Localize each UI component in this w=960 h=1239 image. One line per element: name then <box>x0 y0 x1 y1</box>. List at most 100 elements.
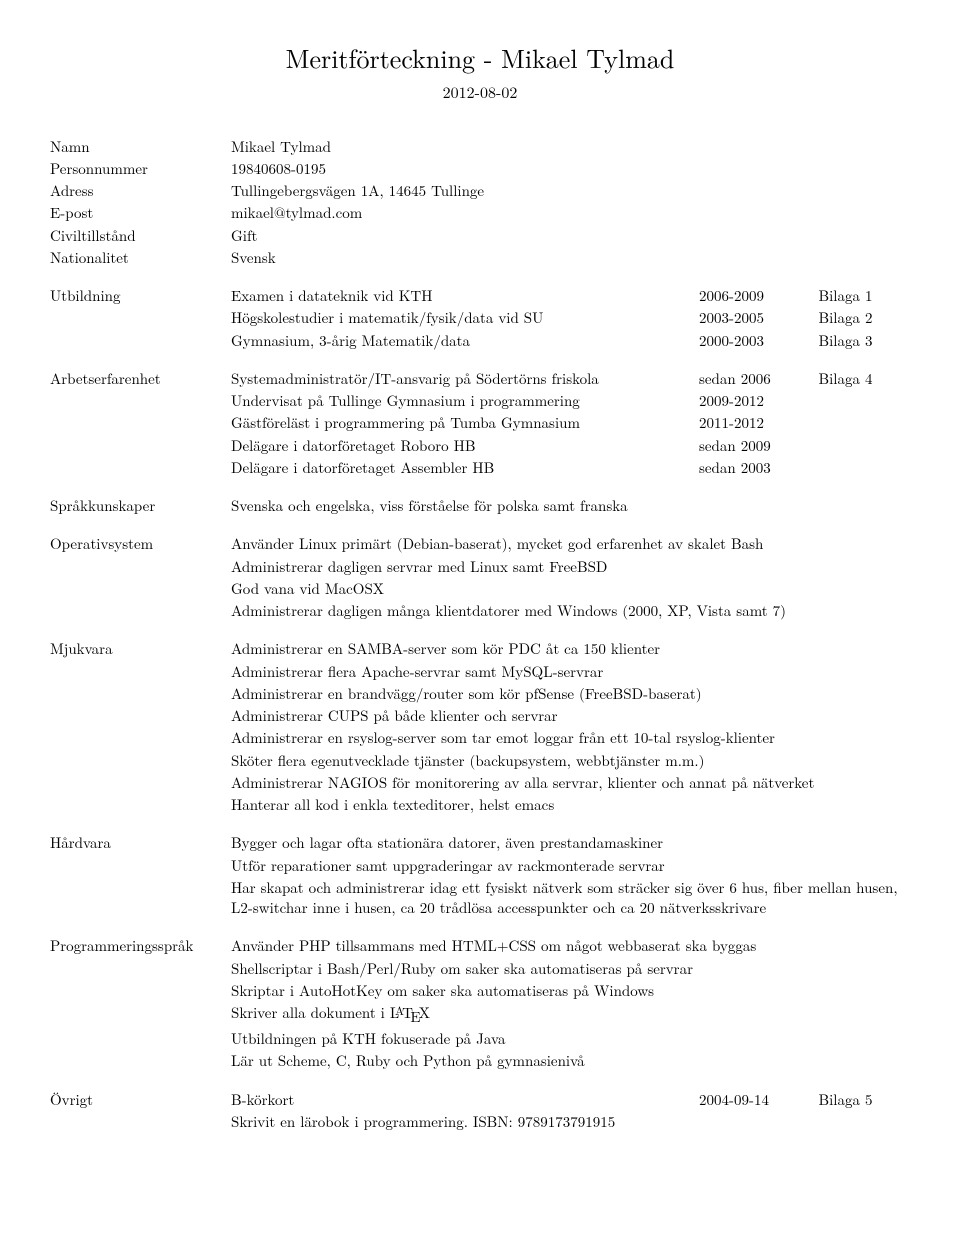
label-work: Arbetserfarenhet <box>50 353 231 391</box>
row-sw-3: Administrerar CUPS på både klienter och … <box>50 706 910 728</box>
row-sw-0: Mjukvara Administrerar en SAMBA-server s… <box>50 623 910 661</box>
label-other: Övrigt <box>50 1074 231 1112</box>
edu-when-2: 2000-2003 <box>699 331 819 353</box>
other-when: 2004-09-14 <box>699 1074 819 1112</box>
prog-line-2: Skriptar i AutoHotKey om saker ska autom… <box>231 981 910 1003</box>
hw-line-0: Bygger och lagar ofta stationära datorer… <box>231 817 910 855</box>
row-sw-1: Administrerar flera Apache-servrar samt … <box>50 662 910 684</box>
row-edu-2: Gymnasium, 3-årig Matematik/data 2000-20… <box>50 331 910 353</box>
work-desc-1: Undervisat på Tullinge Gymnasium i progr… <box>231 391 699 413</box>
work-att-2 <box>818 413 910 435</box>
value-pnr: 19840608-0195 <box>231 159 910 181</box>
row-sw-6: Administrerar NAGIOS för monitorering av… <box>50 773 910 795</box>
work-desc-2: Gästföreläst i programmering på Tumba Gy… <box>231 413 699 435</box>
label-prog: Programmeringsspråk <box>50 920 231 958</box>
other-att: Bilaga 5 <box>818 1074 910 1112</box>
prog-tail-1: Lär ut Scheme, C, Ruby och Python på gym… <box>231 1051 910 1073</box>
edu-att-1: Bilaga 2 <box>818 308 910 330</box>
work-desc-0: Systemadministratör/IT-ansvarig på Söder… <box>231 353 699 391</box>
value-civil: Gift <box>231 226 910 248</box>
value-addr: Tullingebergsvägen 1A, 14645 Tullinge <box>231 181 910 203</box>
label-hw: Hårdvara <box>50 817 231 855</box>
row-sw-4: Administrerar en rsyslog-server som tar … <box>50 728 910 750</box>
work-att-3 <box>818 436 910 458</box>
label-lang: Språkkunskaper <box>50 480 231 518</box>
row-prog-5: Lär ut Scheme, C, Ruby och Python på gym… <box>50 1051 910 1073</box>
row-os-3: Administrerar dagligen många klientdator… <box>50 601 910 623</box>
label-name: Namn <box>50 137 231 159</box>
row-civil: Civiltillstånd Gift <box>50 226 910 248</box>
value-email: mikael@tylmad.com <box>231 203 910 225</box>
sw-line-6: Administrerar NAGIOS för monitorering av… <box>231 773 910 795</box>
row-name: Namn Mikael Tylmad <box>50 137 910 159</box>
sw-line-7: Hanterar all kod i enkla texteditorer, h… <box>231 795 910 817</box>
row-edu-1: Högskolestudier i matematik/fysik/data v… <box>50 308 910 330</box>
row-other-0: Övrigt B-körkort 2004-09-14 Bilaga 5 <box>50 1074 910 1112</box>
work-when-0: sedan 2006 <box>699 353 819 391</box>
value-name: Mikael Tylmad <box>231 137 910 159</box>
row-prog-latex: Skriver alla dokument i LATEX <box>50 1003 910 1029</box>
prog-line-latex: Skriver alla dokument i LATEX <box>231 1003 910 1029</box>
row-work-4: Delägare i datorföretaget Assembler HB s… <box>50 458 910 480</box>
label-addr: Adress <box>50 181 231 203</box>
row-edu-0: Utbildning Examen i datateknik vid KTH 2… <box>50 270 910 308</box>
sw-line-5: Sköter flera egenutvecklade tjänster (ba… <box>231 751 910 773</box>
prog-line-0: Använder PHP tillsammans med HTML+CSS om… <box>231 920 910 958</box>
label-sw: Mjukvara <box>50 623 231 661</box>
row-addr: Adress Tullingebergsvägen 1A, 14645 Tull… <box>50 181 910 203</box>
hw-line-2: Har skapat och administrerar idag ett fy… <box>231 878 910 921</box>
row-sw-2: Administrerar en brandvägg/router som kö… <box>50 684 910 706</box>
row-prog-0: Programmeringsspråk Använder PHP tillsam… <box>50 920 910 958</box>
row-work-3: Delägare i datorföretaget Roboro HB seda… <box>50 436 910 458</box>
label-civil: Civiltillstånd <box>50 226 231 248</box>
edu-desc-2: Gymnasium, 3-årig Matematik/data <box>231 331 699 353</box>
row-os-0: Operativsystem Använder Linux primärt (D… <box>50 518 910 556</box>
sw-line-3: Administrerar CUPS på både klienter och … <box>231 706 910 728</box>
os-line-2: God vana vid MacOSX <box>231 579 910 601</box>
edu-desc-1: Högskolestudier i matematik/fysik/data v… <box>231 308 699 330</box>
edu-att-2: Bilaga 3 <box>818 331 910 353</box>
row-work-2: Gästföreläst i programmering på Tumba Gy… <box>50 413 910 435</box>
row-hw-2: Har skapat och administrerar idag ett fy… <box>50 878 910 921</box>
row-hw-0: Hårdvara Bygger och lagar ofta stationär… <box>50 817 910 855</box>
row-pnr: Personnummer 19840608-0195 <box>50 159 910 181</box>
row-email: E-post mikael@tylmad.com <box>50 203 910 225</box>
row-work-1: Undervisat på Tullinge Gymnasium i progr… <box>50 391 910 413</box>
work-when-4: sedan 2003 <box>699 458 819 480</box>
document-date: 2012-08-02 <box>50 81 910 103</box>
edu-desc-0: Examen i datateknik vid KTH <box>231 270 699 308</box>
sw-line-0: Administrerar en SAMBA-server som kör PD… <box>231 623 910 661</box>
row-prog-1: Shellscriptar i Bash/Perl/Ruby om saker … <box>50 959 910 981</box>
row-os-1: Administrerar dagligen servrar med Linux… <box>50 557 910 579</box>
other-line: Skrivit en lärobok i programmering. ISBN… <box>231 1112 910 1134</box>
work-desc-3: Delägare i datorföretaget Roboro HB <box>231 436 699 458</box>
row-sw-7: Hanterar all kod i enkla texteditorer, h… <box>50 795 910 817</box>
row-other-1: Skrivit en lärobok i programmering. ISBN… <box>50 1112 910 1134</box>
label-os: Operativsystem <box>50 518 231 556</box>
edu-att-0: Bilaga 1 <box>818 270 910 308</box>
row-sw-5: Sköter flera egenutvecklade tjänster (ba… <box>50 751 910 773</box>
row-prog-2: Skriptar i AutoHotKey om saker ska autom… <box>50 981 910 1003</box>
work-when-1: 2009-2012 <box>699 391 819 413</box>
edu-when-1: 2003-2005 <box>699 308 819 330</box>
sw-line-2: Administrerar en brandvägg/router som kö… <box>231 684 910 706</box>
row-lang: Språkkunskaper Svenska och engelska, vis… <box>50 480 910 518</box>
cv-table: Namn Mikael Tylmad Personnummer 19840608… <box>50 137 910 1135</box>
work-when-2: 2011-2012 <box>699 413 819 435</box>
work-when-3: sedan 2009 <box>699 436 819 458</box>
prog-line-1: Shellscriptar i Bash/Perl/Ruby om saker … <box>231 959 910 981</box>
value-lang: Svenska och engelska, viss förståelse fö… <box>231 480 910 518</box>
work-desc-4: Delägare i datorföretaget Assembler HB <box>231 458 699 480</box>
latex-logo: LATEX <box>390 1002 430 1023</box>
label-education: Utbildning <box>50 270 231 308</box>
label-nat: Nationalitet <box>50 248 231 270</box>
work-att-0: Bilaga 4 <box>818 353 910 391</box>
row-nat: Nationalitet Svensk <box>50 248 910 270</box>
edu-when-0: 2006-2009 <box>699 270 819 308</box>
os-line-3: Administrerar dagligen många klientdator… <box>231 601 910 623</box>
document-title: Meritförteckning - Mikael Tylmad <box>50 40 910 75</box>
hw-line-1: Utför reparationer samt uppgraderingar a… <box>231 856 910 878</box>
row-work-0: Arbetserfarenhet Systemadministratör/IT-… <box>50 353 910 391</box>
row-prog-4: Utbildningen på KTH fokuserade på Java <box>50 1029 910 1051</box>
prog-tail-0: Utbildningen på KTH fokuserade på Java <box>231 1029 910 1051</box>
